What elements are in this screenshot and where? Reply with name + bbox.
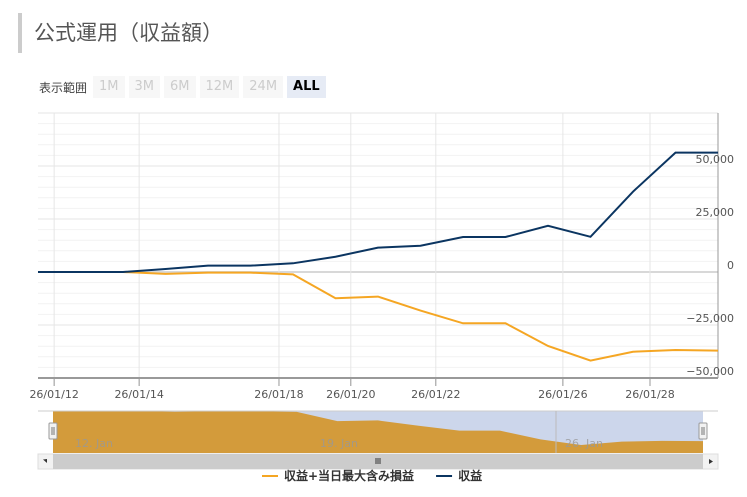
x-tick-label: 26/01/22 — [411, 388, 460, 401]
navigator-label: 12. Jan — [75, 437, 113, 450]
legend-item[interactable]: 収益 — [458, 468, 482, 483]
range-all-button[interactable]: ALL — [287, 76, 326, 98]
navigator-handle-left[interactable] — [48, 422, 58, 440]
navigator-label: 26. Jan — [565, 437, 603, 450]
y-tick-label: 25,000 — [696, 206, 735, 219]
x-tick-label: 26/01/28 — [625, 388, 674, 401]
range-6m-button[interactable]: 6M — [164, 76, 196, 98]
x-tick-label: 26/01/14 — [114, 388, 163, 401]
x-tick-label: 26/01/26 — [538, 388, 587, 401]
range-1m-button[interactable]: 1M — [93, 76, 125, 98]
x-tick-label: 26/01/12 — [29, 388, 78, 401]
scroll-right-icon[interactable] — [709, 459, 713, 464]
series-line-1 — [38, 151, 718, 273]
range-3m-button[interactable]: 3M — [128, 76, 161, 98]
navigator-handle-right[interactable] — [698, 422, 708, 440]
series-line-0 — [38, 271, 719, 362]
legend-item[interactable]: 収益+当日最大含み損益 — [284, 468, 414, 483]
range-selector: 表示範囲 1M 3M 6M 12M 24M ALL — [39, 76, 330, 98]
x-tick-label: 26/01/18 — [254, 388, 303, 401]
navigator-label: 19. Jan — [320, 437, 358, 450]
range-label: 表示範囲 — [39, 80, 88, 95]
navigator-area — [53, 411, 703, 453]
y-tick-label: −25,000 — [686, 312, 734, 325]
y-tick-label: 0 — [727, 259, 734, 272]
x-tick-label: 26/01/20 — [326, 388, 375, 401]
y-tick-label: −50,000 — [686, 365, 734, 378]
scroll-left-icon[interactable] — [43, 459, 47, 463]
y-tick-label: 50,000 — [696, 153, 735, 166]
page-title: 公式運用（収益額） — [18, 13, 223, 53]
range-12m-button[interactable]: 12M — [199, 76, 240, 98]
range-24m-button[interactable]: 24M — [243, 76, 284, 98]
